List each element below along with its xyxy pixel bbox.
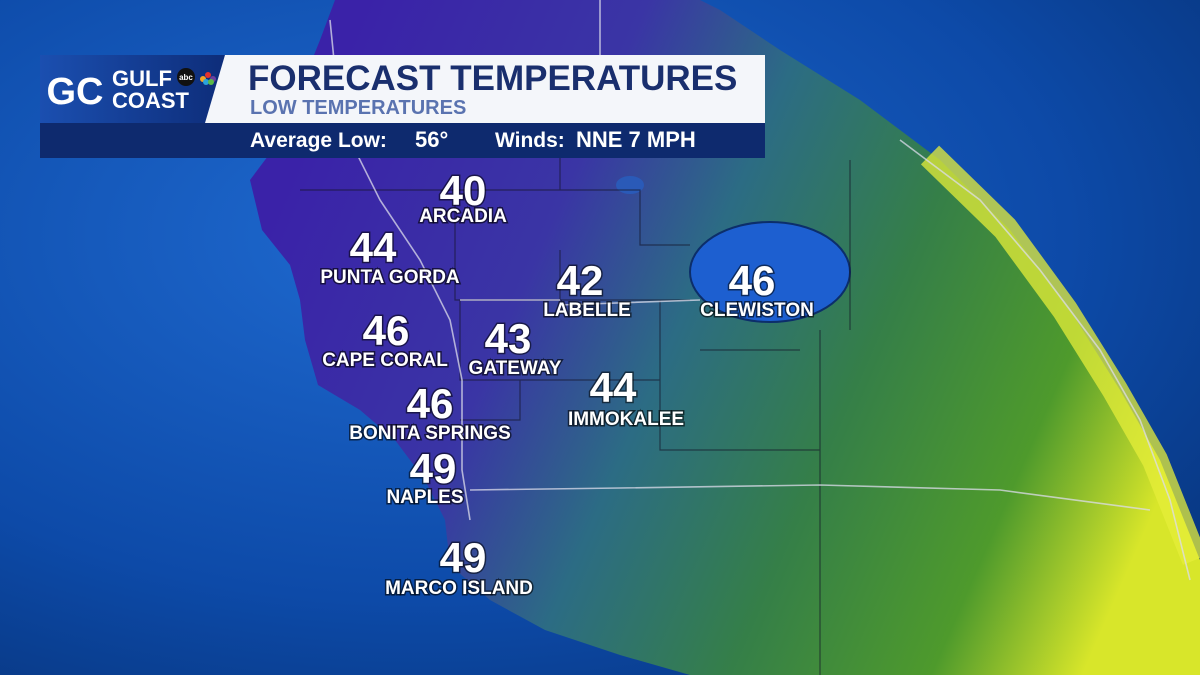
city-name: LABELLE — [543, 300, 631, 321]
roads — [329, 0, 1191, 581]
peacock-icon — [200, 72, 216, 85]
temperature: 40 — [440, 167, 487, 214]
county-lines — [300, 150, 851, 675]
temperature: 49 — [410, 445, 457, 492]
temperature: 44 — [590, 364, 637, 411]
city-name: BONITA SPRINGS — [349, 423, 511, 444]
city-name: ARCADIA — [419, 206, 507, 227]
network-badge — [177, 68, 195, 86]
temperature: 46 — [363, 307, 410, 354]
temperature: 42 — [557, 257, 604, 304]
winds-value: NNE 7 MPH — [576, 127, 696, 152]
logo-panel — [40, 55, 230, 123]
logo-line: COAST — [112, 88, 190, 113]
title-panel — [205, 55, 765, 123]
city-name: NAPLES — [386, 487, 463, 508]
city-name: IMMOKALEE — [568, 409, 684, 430]
winds-label: Winds: — [495, 129, 565, 152]
city-name: MARCO ISLAND — [385, 578, 533, 599]
land — [250, 0, 1200, 675]
temperature: 43 — [485, 315, 532, 362]
city-name: CAPE CORAL — [322, 350, 448, 371]
title: FORECAST TEMPERATURES — [248, 59, 737, 98]
average-value: 56° — [415, 127, 448, 152]
temperature: 46 — [407, 380, 454, 427]
header: GC GULF COAST abc FORECAST TEMPERATURES … — [40, 55, 765, 158]
network-label: abc — [179, 73, 193, 82]
subtitle: LOW TEMPERATURES — [250, 97, 466, 119]
city-name: PUNTA GORDA — [320, 267, 460, 288]
city-labels: 40 ARCADIA 44 PUNTA GORDA 42 LABELLE 46 … — [319, 166, 815, 601]
city-name: CLEWISTON — [700, 300, 814, 321]
temperature: 46 — [729, 257, 776, 304]
temperature: 49 — [440, 534, 487, 581]
logo-mark: GC — [47, 71, 104, 113]
logo-line: GULF — [112, 66, 172, 91]
average-label: Average Low: — [250, 129, 387, 152]
temperature: 44 — [350, 224, 397, 271]
city-name: GATEWAY — [469, 358, 562, 379]
